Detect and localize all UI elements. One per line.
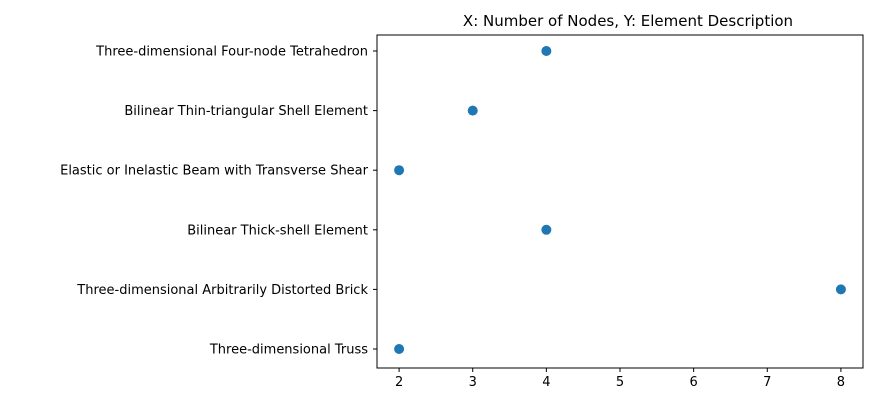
x-tick-label: 7 xyxy=(763,375,771,390)
x-tick-label: 2 xyxy=(395,375,403,390)
x-tick-label: 3 xyxy=(469,375,477,390)
data-point xyxy=(835,284,846,295)
data-point xyxy=(394,165,405,176)
x-tick-label: 4 xyxy=(542,375,550,390)
y-tick-label: Bilinear Thick-shell Element xyxy=(187,223,368,238)
data-point xyxy=(394,344,405,354)
y-tick-label: Elastic or Inelastic Beam with Transvers… xyxy=(60,164,369,179)
data-point xyxy=(541,224,552,235)
plot-area-frame xyxy=(376,34,864,369)
x-tick-label: 5 xyxy=(616,375,624,390)
x-axis: 2 3 4 5 6 7 8 xyxy=(395,368,845,390)
data-point xyxy=(467,105,478,116)
y-tick-label: Three-dimensional Four-node Tetrahedron xyxy=(95,45,368,60)
x-tick-label: 8 xyxy=(837,375,845,390)
chart-title: X: Number of Nodes, Y: Element Descripti… xyxy=(463,12,793,30)
x-tick-label: 6 xyxy=(689,375,697,390)
data-points xyxy=(394,46,846,354)
data-point xyxy=(541,46,552,56)
y-axis: Three-dimensional Four-node Tetrahedron B… xyxy=(60,45,377,358)
y-tick-label: Three-dimensional Arbitrarily Distorted … xyxy=(76,283,368,298)
y-tick-label: Three-dimensional Truss xyxy=(209,343,368,358)
y-tick-label: Bilinear Thin-triangular Shell Element xyxy=(124,104,368,119)
